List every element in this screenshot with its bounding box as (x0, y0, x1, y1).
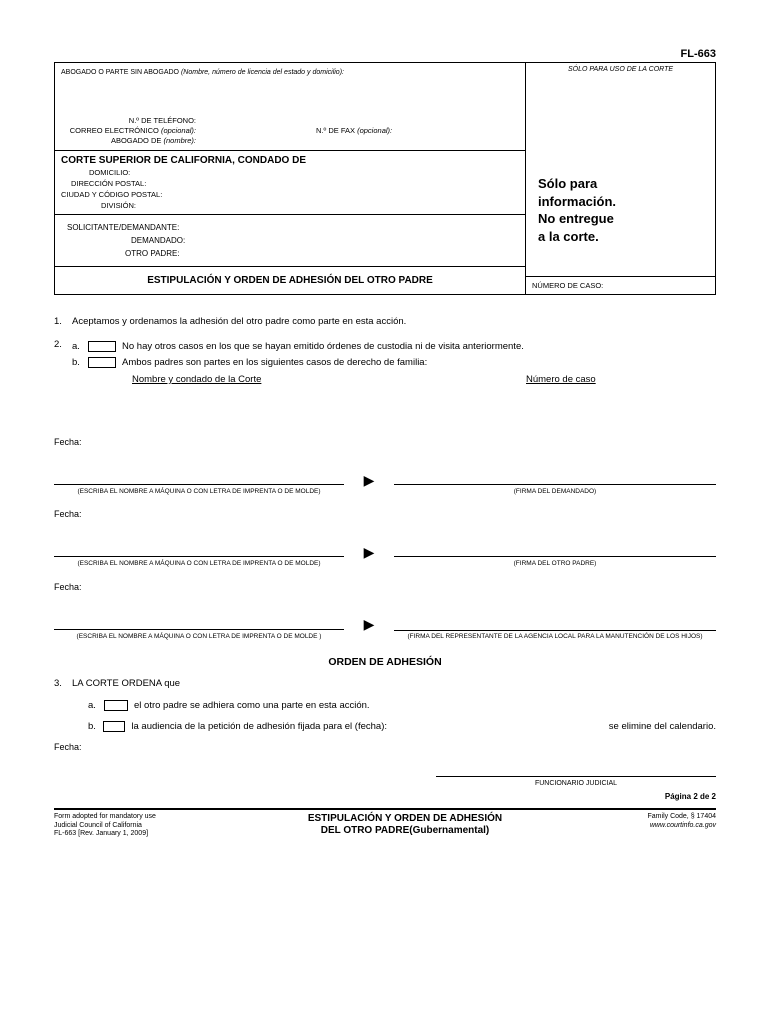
attorney-for-label: ABOGADO DE (nombre): (61, 136, 196, 145)
street-label: DOMICILIO: (61, 168, 519, 177)
other-parent-label: OTRO PADRE: (125, 249, 519, 258)
checkbox-2a[interactable] (88, 341, 116, 352)
sig-other-parent: (FIRMA DEL OTRO PADRE) (394, 556, 716, 568)
caption-right: SÓLO PARA USO DE LA CORTE Sólo para info… (525, 63, 715, 294)
title-row: ESTIPULACIÓN Y ORDEN DE ADHESIÓN DEL OTR… (55, 266, 525, 294)
attorney-header-text: ABOGADO O PARTE SIN ABOGADO (61, 69, 179, 76)
attorney-section: ABOGADO O PARTE SIN ABOGADO (Nombre, núm… (55, 63, 525, 151)
mailing-label: DIRECCIÓN POSTAL: (61, 179, 519, 188)
court-section: CORTE SUPERIOR DE CALIFORNIA, CONDADO DE… (55, 151, 525, 215)
caption-left: ABOGADO O PARTE SIN ABOGADO (Nombre, núm… (55, 63, 525, 294)
item-1-text: Aceptamos y ordenamos la adhesión del ot… (72, 315, 716, 328)
checkbox-3b[interactable] (103, 721, 125, 732)
branch-label: DIVISIÓN: (61, 201, 519, 210)
respondent-label: DEMANDADO: (131, 236, 519, 245)
fecha-4: Fecha: (54, 741, 716, 754)
item-3b: b. la audiencia de la petición de adhesi… (88, 720, 716, 733)
phone-label: N.º DE TELÉFONO: (61, 116, 196, 125)
checkbox-2b[interactable] (88, 357, 116, 368)
item-2: 2. a. No hay otros casos en los que se h… (54, 338, 716, 386)
form-title: ESTIPULACIÓN Y ORDEN DE ADHESIÓN DEL OTR… (55, 267, 525, 294)
item-3b-right: se elimine del calendario. (609, 720, 716, 733)
signature-block-2: Fecha: (ESCRIBA EL NOMBRE A MÁQUINA O CO… (54, 508, 716, 568)
fax-label: N.º DE FAX (opcional): (316, 126, 392, 135)
parties-section: SOLICITANTE/DEMANDANTE: DEMANDADO: OTRO … (55, 215, 525, 266)
cityzip-label: CIUDAD Y CÓDIGO POSTAL: (61, 190, 519, 199)
fecha-3: Fecha: (54, 581, 716, 594)
page-number: Página 2 de 2 (54, 791, 716, 802)
form-body: 1. Aceptamos y ordenamos la adhesión del… (54, 315, 716, 839)
email-label: CORREO ELECTRÓNICO (opcional): (61, 126, 196, 135)
case-number-label: NÚMERO DE CASO: (526, 276, 715, 294)
fecha-2: Fecha: (54, 508, 716, 521)
judicial-signature: FUNCIONARIO JUDICIAL (54, 776, 716, 789)
print-name-1: (ESCRIBA EL NOMBRE A MÁQUINA O CON LETRA… (54, 484, 344, 496)
item-2b-text: Ambos padres son partes en los siguiente… (122, 356, 427, 369)
attorney-header-italic: (Nombre, número de licencia del estado y… (181, 69, 344, 76)
checkbox-3a[interactable] (104, 700, 128, 711)
judicial-officer-label: FUNCIONARIO JUDICIAL (436, 776, 716, 789)
footer-left: Form adopted for mandatory use Judicial … (54, 813, 234, 839)
petitioner-label: SOLICITANTE/DEMANDANTE: (67, 223, 519, 232)
caption-box: ABOGADO O PARTE SIN ABOGADO (Nombre, núm… (54, 62, 716, 295)
item-2a-text: No hay otros casos en los que se hayan e… (122, 340, 524, 353)
court-header: CORTE SUPERIOR DE CALIFORNIA, CONDADO DE (61, 155, 519, 166)
signature-block-3: Fecha: (ESCRIBA EL NOMBRE A MÁQUINA O CO… (54, 581, 716, 641)
footer-right: Family Code, § 17404 www.courtinfo.ca.go… (576, 813, 716, 839)
item-1: 1. Aceptamos y ordenamos la adhesión del… (54, 315, 716, 328)
arrow-icon: ▶ (344, 543, 394, 563)
print-name-3: (ESCRIBA EL NOMBRE A MÁQUINA O CON LETRA… (54, 629, 344, 641)
sig-agency: (FIRMA DEL REPRESENTANTE DE LA AGENCIA L… (394, 630, 716, 640)
col-court-name: Nombre y condado de la Corte (132, 373, 526, 386)
order-title: ORDEN DE ADHESIÓN (54, 655, 716, 670)
court-use-label: SÓLO PARA USO DE LA CORTE (526, 63, 715, 76)
item-3-intro: LA CORTE ORDENA que (72, 677, 716, 690)
arrow-icon: ▶ (344, 471, 394, 491)
item-3b-left: la audiencia de la petición de adhesión … (131, 720, 387, 733)
arrow-icon: ▶ (344, 615, 394, 635)
item-3a-text: el otro padre se adhiera como una parte … (134, 699, 370, 712)
case-columns: Nombre y condado de la Corte Número de c… (132, 373, 716, 386)
signature-block-1: Fecha: (ESCRIBA EL NOMBRE A MÁQUINA O CO… (54, 436, 716, 496)
attorney-header: ABOGADO O PARTE SIN ABOGADO (Nombre, núm… (61, 69, 344, 76)
item-3: 3. LA CORTE ORDENA que (54, 677, 716, 690)
col-case-number: Número de caso (526, 373, 716, 386)
footer: Form adopted for mandatory use Judicial … (54, 808, 716, 839)
form-page: FL-663 ABOGADO O PARTE SIN ABOGADO (Nomb… (0, 0, 770, 869)
fecha-1: Fecha: (54, 436, 716, 449)
form-id: FL-663 (54, 48, 716, 60)
sig-respondent: (FIRMA DEL DEMANDADO) (394, 484, 716, 496)
print-name-2: (ESCRIBA EL NOMBRE A MÁQUINA O CON LETRA… (54, 556, 344, 568)
contact-rows: N.º DE TELÉFONO: CORREO ELECTRÓNICO (opc… (61, 116, 519, 145)
info-only-notice: Sólo para información. No entregue a la … (538, 175, 616, 245)
item-3a: a. el otro padre se adhiera como una par… (88, 699, 716, 712)
footer-title: ESTIPULACIÓN Y ORDEN DE ADHESIÓN DEL OTR… (234, 813, 576, 839)
